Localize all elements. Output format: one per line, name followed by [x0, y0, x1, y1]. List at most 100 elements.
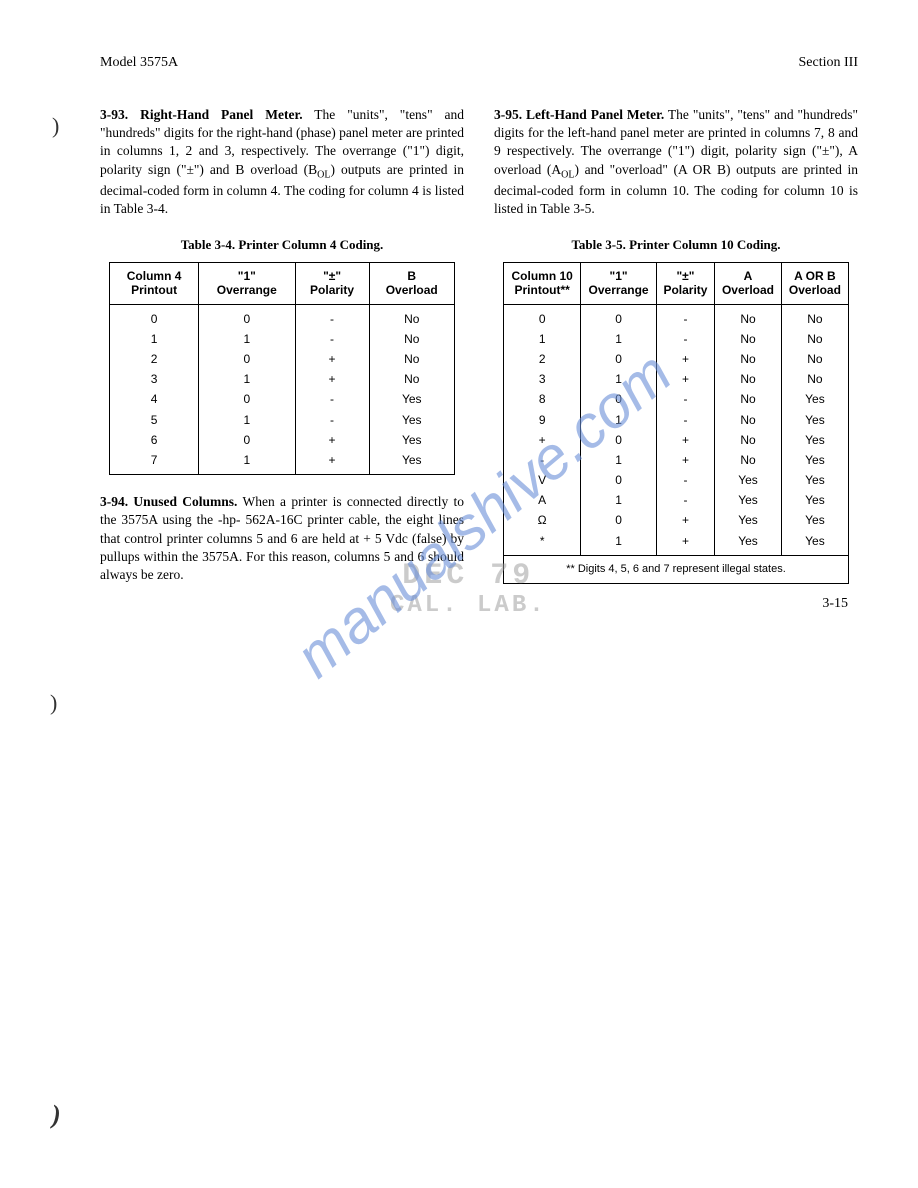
table-cell: - — [295, 389, 369, 409]
page-container: Model 3575A Section III 3-93. Right-Hand… — [0, 0, 918, 642]
table-cell: 1 — [581, 531, 657, 556]
table-cell: + — [295, 369, 369, 389]
model-label: Model 3575A — [100, 55, 178, 71]
date-stamp: DEC 79 CAL. LAB. — [390, 560, 547, 619]
table-row: V0-YesYes — [504, 470, 849, 490]
table-cell: Yes — [781, 470, 848, 490]
table-cell: 0 — [199, 304, 295, 329]
table-cell: Yes — [781, 490, 848, 510]
table-cell: 6 — [110, 430, 199, 450]
table-row: 00-NoNo — [504, 304, 849, 329]
table-cell: + — [504, 430, 581, 450]
th: "±"Polarity — [656, 262, 714, 304]
table-cell: 0 — [199, 430, 295, 450]
table-cell: 0 — [581, 349, 657, 369]
th: "1"Overrange — [199, 262, 295, 304]
table-row: A1-YesYes — [504, 490, 849, 510]
table-cell: 1 — [110, 329, 199, 349]
table-cell: - — [656, 389, 714, 409]
table-cell: 0 — [581, 389, 657, 409]
table-cell: 0 — [581, 304, 657, 329]
table-cell: 1 — [581, 490, 657, 510]
table-cell: Ω — [504, 510, 581, 530]
table-cell: No — [715, 430, 782, 450]
table-cell: Yes — [781, 531, 848, 556]
table-row: 20+No — [110, 349, 455, 369]
paragraph-3-93: 3-93. Right-Hand Panel Meter. The "units… — [100, 106, 464, 218]
table-cell: 5 — [110, 410, 199, 430]
table-cell: + — [295, 450, 369, 475]
table-cell: * — [504, 531, 581, 556]
table-cell: - — [656, 410, 714, 430]
table-cell: No — [715, 389, 782, 409]
table-row: 20+NoNo — [504, 349, 849, 369]
table-3-5: Column 10Printout** "1"Overrange "±"Pola… — [503, 262, 849, 584]
table-3-4: Column 4Printout "1"Overrange "±"Polarit… — [109, 262, 455, 475]
table-cell: 3 — [504, 369, 581, 389]
table-cell: 0 — [581, 430, 657, 450]
table-cell: Yes — [715, 470, 782, 490]
table-cell: 0 — [199, 349, 295, 369]
table-cell: - — [656, 490, 714, 510]
table-row: 91-NoYes — [504, 410, 849, 430]
table-cell: Yes — [781, 510, 848, 530]
table-row: 60+Yes — [110, 430, 455, 450]
table-cell: Yes — [715, 531, 782, 556]
th: AOverload — [715, 262, 782, 304]
table-cell: - — [295, 329, 369, 349]
table-cell: 1 — [581, 450, 657, 470]
table-cell: 1 — [581, 369, 657, 389]
table-row: 11-NoNo — [504, 329, 849, 349]
table-cell: No — [781, 369, 848, 389]
th: A OR BOverload — [781, 262, 848, 304]
table-cell: 0 — [504, 304, 581, 329]
table-row: 40-Yes — [110, 389, 455, 409]
table-cell: - — [656, 329, 714, 349]
body-3-95: The "units", "tens" and "hundreds" digit… — [494, 107, 858, 216]
table-cell: 7 — [110, 450, 199, 475]
margin-paren-icon: ) — [52, 113, 59, 139]
table-row: -1+NoYes — [504, 450, 849, 470]
table-cell: Yes — [781, 389, 848, 409]
table-cell: 2 — [110, 349, 199, 369]
stamp-line-2: CAL. LAB. — [390, 593, 547, 619]
table-row: 80-NoYes — [504, 389, 849, 409]
table-cell: - — [295, 410, 369, 430]
th: Column 4Printout — [110, 262, 199, 304]
table-footnote-row: ** Digits 4, 5, 6 and 7 represent illega… — [504, 555, 849, 583]
table-cell: Yes — [369, 450, 454, 475]
right-column: 3-95. Left-Hand Panel Meter. The "units"… — [494, 106, 858, 602]
table-3-5-body: 00-NoNo11-NoNo20+NoNo31+NoNo80-NoYes91-N… — [504, 304, 849, 555]
table-3-4-body: 00-No11-No20+No31+No40-Yes51-Yes60+Yes71… — [110, 304, 455, 475]
stamp-line-1: DEC 79 — [390, 560, 547, 593]
table-cell: - — [295, 304, 369, 329]
th: "1"Overrange — [581, 262, 657, 304]
left-column: 3-93. Right-Hand Panel Meter. The "units… — [100, 106, 464, 602]
two-column-layout: 3-93. Right-Hand Panel Meter. The "units… — [100, 106, 858, 602]
table-cell: Yes — [781, 450, 848, 470]
table-row: 11-No — [110, 329, 455, 349]
heading-3-94: 3-94. Unused Columns. — [100, 494, 237, 509]
table-cell: 1 — [199, 329, 295, 349]
table-cell: - — [504, 450, 581, 470]
table-cell: 0 — [199, 389, 295, 409]
table-3-4-caption: Table 3-4. Printer Column 4 Coding. — [100, 236, 464, 254]
table-cell: Yes — [369, 410, 454, 430]
table-row: Ω0+YesYes — [504, 510, 849, 530]
table-row: 31+No — [110, 369, 455, 389]
table-cell: No — [781, 349, 848, 369]
margin-paren-icon: ) — [50, 690, 57, 716]
table-row: 51-Yes — [110, 410, 455, 430]
body-3-93: The "units", "tens" and "hundreds" digit… — [100, 107, 464, 216]
heading-3-95: 3-95. Left-Hand Panel Meter. — [494, 107, 664, 122]
table-cell: - — [656, 470, 714, 490]
table-cell: + — [656, 349, 714, 369]
table-cell: + — [656, 531, 714, 556]
table-cell: No — [369, 304, 454, 329]
paragraph-3-95: 3-95. Left-Hand Panel Meter. The "units"… — [494, 106, 858, 218]
table-cell: 1 — [199, 369, 295, 389]
table-cell: A — [504, 490, 581, 510]
table-cell: 1 — [504, 329, 581, 349]
table-cell: 0 — [581, 510, 657, 530]
table-cell: No — [715, 450, 782, 470]
